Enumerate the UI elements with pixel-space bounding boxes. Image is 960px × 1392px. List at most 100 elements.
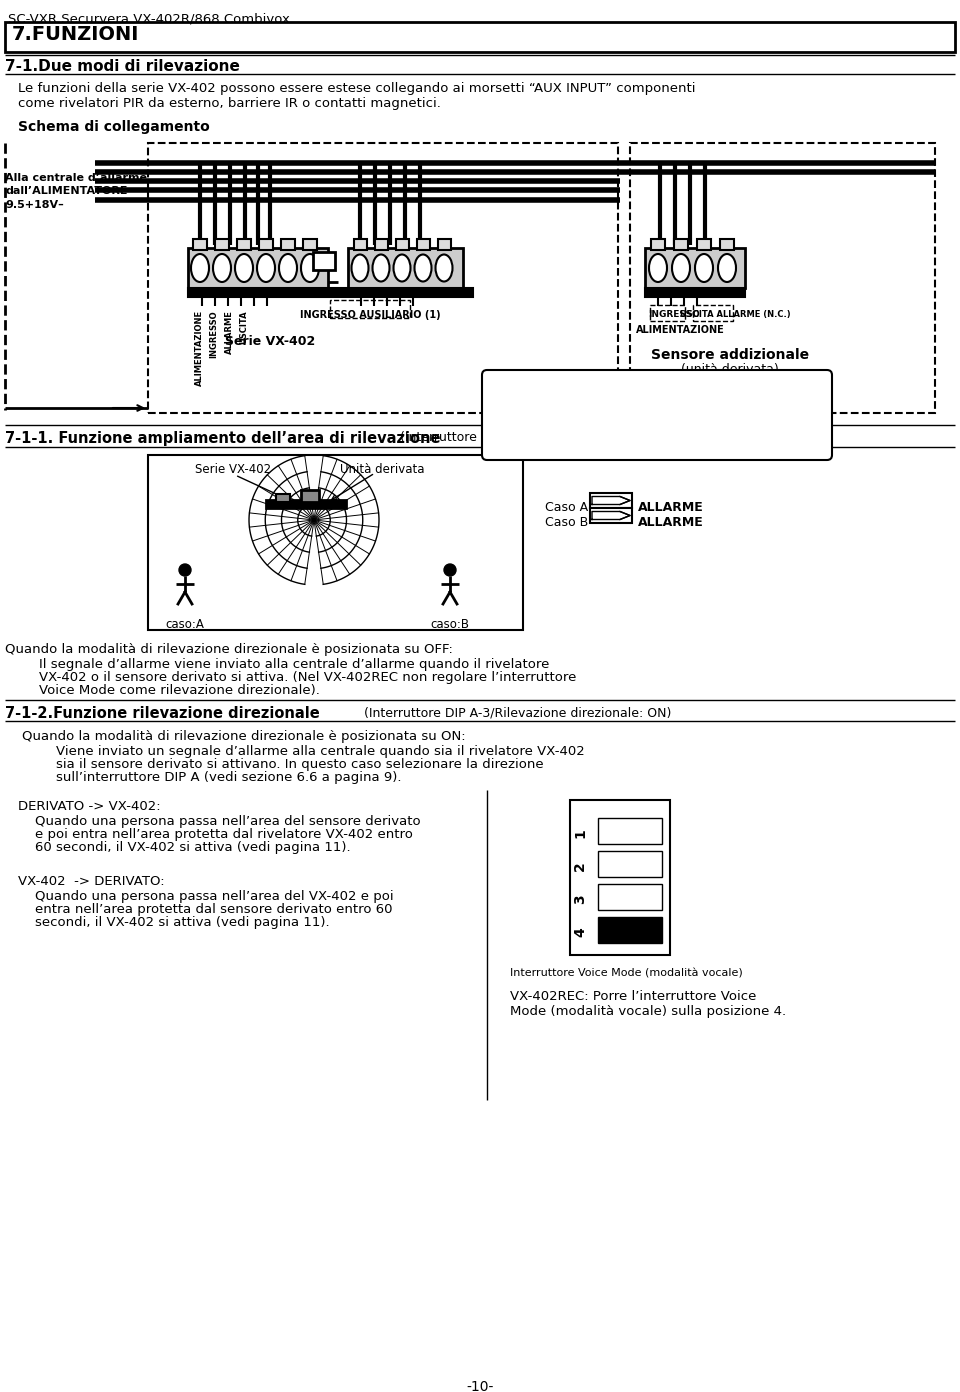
Bar xyxy=(303,239,317,251)
Text: 9.5+18V–: 9.5+18V– xyxy=(5,200,63,210)
Text: INGRESSO: INGRESSO xyxy=(648,310,700,319)
Ellipse shape xyxy=(695,253,713,283)
Text: Quando la modalità di rilevazione direzionale è posizionata su ON:: Quando la modalità di rilevazione direzi… xyxy=(5,729,466,743)
Text: VX-402REC: Porre l’interruttore Voice: VX-402REC: Porre l’interruttore Voice xyxy=(510,990,756,1004)
Bar xyxy=(330,301,410,317)
Text: ponticello.: ponticello. xyxy=(495,411,560,425)
Ellipse shape xyxy=(672,253,690,283)
Text: (1) Quando si collega un’unità: (1) Quando si collega un’unità xyxy=(495,383,684,395)
Bar xyxy=(237,239,251,251)
Bar xyxy=(645,248,745,288)
Bar xyxy=(697,239,711,251)
Text: 7-1-2.Funzione rilevazione direzionale: 7-1-2.Funzione rilevazione direzionale xyxy=(5,706,320,721)
Text: USCITA: USCITA xyxy=(239,310,249,344)
Bar xyxy=(313,252,335,270)
Bar xyxy=(650,305,685,322)
Text: 7.FUNZIONI: 7.FUNZIONI xyxy=(12,25,139,45)
Text: Caso B: Caso B xyxy=(545,516,588,529)
Text: secondi, il VX-402 si attiva (vedi pagina 11).: secondi, il VX-402 si attiva (vedi pagin… xyxy=(18,916,329,928)
Ellipse shape xyxy=(394,255,411,281)
Ellipse shape xyxy=(415,255,431,281)
Bar xyxy=(396,239,409,251)
Text: Il segnale d’allarme viene inviato alla centrale d’allarme quando il rivelatore: Il segnale d’allarme viene inviato alla … xyxy=(5,658,549,671)
Bar xyxy=(720,239,734,251)
Ellipse shape xyxy=(301,253,319,283)
Text: Caso A: Caso A xyxy=(545,501,588,514)
Bar xyxy=(193,239,207,251)
Text: Unità derivata: Unità derivata xyxy=(340,464,424,476)
Bar xyxy=(598,884,662,910)
Text: Serie VX-402: Serie VX-402 xyxy=(195,464,271,476)
Text: caso:B: caso:B xyxy=(430,618,469,631)
Text: 2: 2 xyxy=(573,862,587,871)
Ellipse shape xyxy=(235,253,253,283)
Text: Sensore addizionale: Sensore addizionale xyxy=(651,348,809,362)
Text: ALIMENTAZIONE: ALIMENTAZIONE xyxy=(195,310,204,386)
Bar xyxy=(693,305,733,322)
Text: VX-402 o il sensore derivato si attiva. (Nel VX-402REC non regolare l’interrutto: VX-402 o il sensore derivato si attiva. … xyxy=(5,671,576,683)
Text: (Interruttore DIP A-3/Rilevazione  direzionale:OFF): (Interruttore DIP A-3/Rilevazione direzi… xyxy=(400,432,712,444)
Text: Serie VX-402: Serie VX-402 xyxy=(225,335,315,348)
Text: dall’ALIMENTATORE: dall’ALIMENTATORE xyxy=(5,187,128,196)
Text: Alla centrale d’allarme: Alla centrale d’allarme xyxy=(5,173,147,182)
Bar xyxy=(417,239,430,251)
Text: ALLARME: ALLARME xyxy=(638,501,704,514)
Text: ALIMENTAZIONE: ALIMENTAZIONE xyxy=(636,324,725,335)
Ellipse shape xyxy=(436,255,452,281)
Bar xyxy=(5,22,955,52)
Ellipse shape xyxy=(372,255,390,281)
Text: Interruttore Voice Mode (modalità vocale): Interruttore Voice Mode (modalità vocale… xyxy=(510,967,743,979)
Text: INGRESSO AUSILIARIO (1): INGRESSO AUSILIARIO (1) xyxy=(300,310,441,320)
Bar xyxy=(590,508,632,523)
FancyBboxPatch shape xyxy=(482,370,832,459)
Bar xyxy=(301,490,319,503)
Text: e poi entra nell’area protetta dal rivelatore VX-402 entro: e poi entra nell’area protetta dal rivel… xyxy=(18,828,413,841)
Ellipse shape xyxy=(351,255,369,281)
Polygon shape xyxy=(592,497,630,504)
Bar xyxy=(375,239,388,251)
Text: ALLARME: ALLARME xyxy=(225,310,233,354)
Text: Quando la modalità di rilevazione direzionale è posizionata su OFF:: Quando la modalità di rilevazione direzi… xyxy=(5,643,453,656)
Text: Quando una persona passa nell’area del sensore derivato: Quando una persona passa nell’area del s… xyxy=(18,814,420,828)
Bar xyxy=(188,288,473,296)
Ellipse shape xyxy=(213,253,231,283)
Text: Voice Mode come rilevazione direzionale).: Voice Mode come rilevazione direzionale)… xyxy=(5,683,320,697)
Bar xyxy=(590,493,632,508)
Text: 4: 4 xyxy=(573,927,587,937)
Text: (unità derivata): (unità derivata) xyxy=(682,363,779,376)
Text: (Interruttore DIP A-3/Rilevazione direzionale: ON): (Interruttore DIP A-3/Rilevazione direzi… xyxy=(360,706,671,720)
Text: 7-1-1. Funzione ampliamento dell’area di rilevazione: 7-1-1. Funzione ampliamento dell’area di… xyxy=(5,432,441,445)
Bar xyxy=(438,239,451,251)
Ellipse shape xyxy=(649,253,667,283)
Bar xyxy=(188,248,328,288)
Text: 60 secondi, il VX-402 si attiva (vedi pagina 11).: 60 secondi, il VX-402 si attiva (vedi pa… xyxy=(18,841,350,855)
Text: Schema di collegamento: Schema di collegamento xyxy=(18,120,209,134)
Bar xyxy=(348,248,463,288)
Text: SC-VXR Securvera VX-402R/868 Combivox: SC-VXR Securvera VX-402R/868 Combivox xyxy=(8,13,290,25)
Bar xyxy=(598,818,662,844)
Text: ALLARME: ALLARME xyxy=(638,516,704,529)
Bar xyxy=(266,500,346,508)
Text: entra nell’area protetta dal sensore derivato entro 60: entra nell’area protetta dal sensore der… xyxy=(18,903,393,916)
Text: 7-1.Due modi di rilevazione: 7-1.Due modi di rilevazione xyxy=(5,58,240,74)
Text: INGRESSO: INGRESSO xyxy=(209,310,219,358)
Text: 1: 1 xyxy=(573,828,587,838)
Polygon shape xyxy=(592,511,630,519)
Text: sull’interruttore DIP A (vedi sezione 6.6 a pagina 9).: sull’interruttore DIP A (vedi sezione 6.… xyxy=(5,771,401,784)
Text: Mode (modalità vocale) sulla posizione 4.: Mode (modalità vocale) sulla posizione 4… xyxy=(510,1005,786,1018)
Text: -10-: -10- xyxy=(467,1379,493,1392)
Bar xyxy=(651,239,665,251)
Ellipse shape xyxy=(718,253,736,283)
Text: Le funzioni della serie VX-402 possono essere estese collegando ai morsetti “AUX: Le funzioni della serie VX-402 possono e… xyxy=(18,82,695,95)
Text: sia il sensore derivato si attivano. In questo caso selezionare la direzione: sia il sensore derivato si attivano. In … xyxy=(5,759,543,771)
Text: come rivelatori PIR da esterno, barriere IR o contatti magnetici.: come rivelatori PIR da esterno, barriere… xyxy=(18,97,441,110)
Circle shape xyxy=(179,564,191,576)
Bar xyxy=(598,917,662,942)
Text: VX-402  -> DERIVATO:: VX-402 -> DERIVATO: xyxy=(18,876,164,888)
Bar xyxy=(630,143,935,413)
Text: USCITA ALLARME (N.C.): USCITA ALLARME (N.C.) xyxy=(680,310,791,319)
Ellipse shape xyxy=(191,253,209,283)
Bar xyxy=(598,851,662,877)
Text: derivata,    togliere    questo: derivata, togliere questo xyxy=(495,397,674,411)
Bar xyxy=(148,143,618,413)
